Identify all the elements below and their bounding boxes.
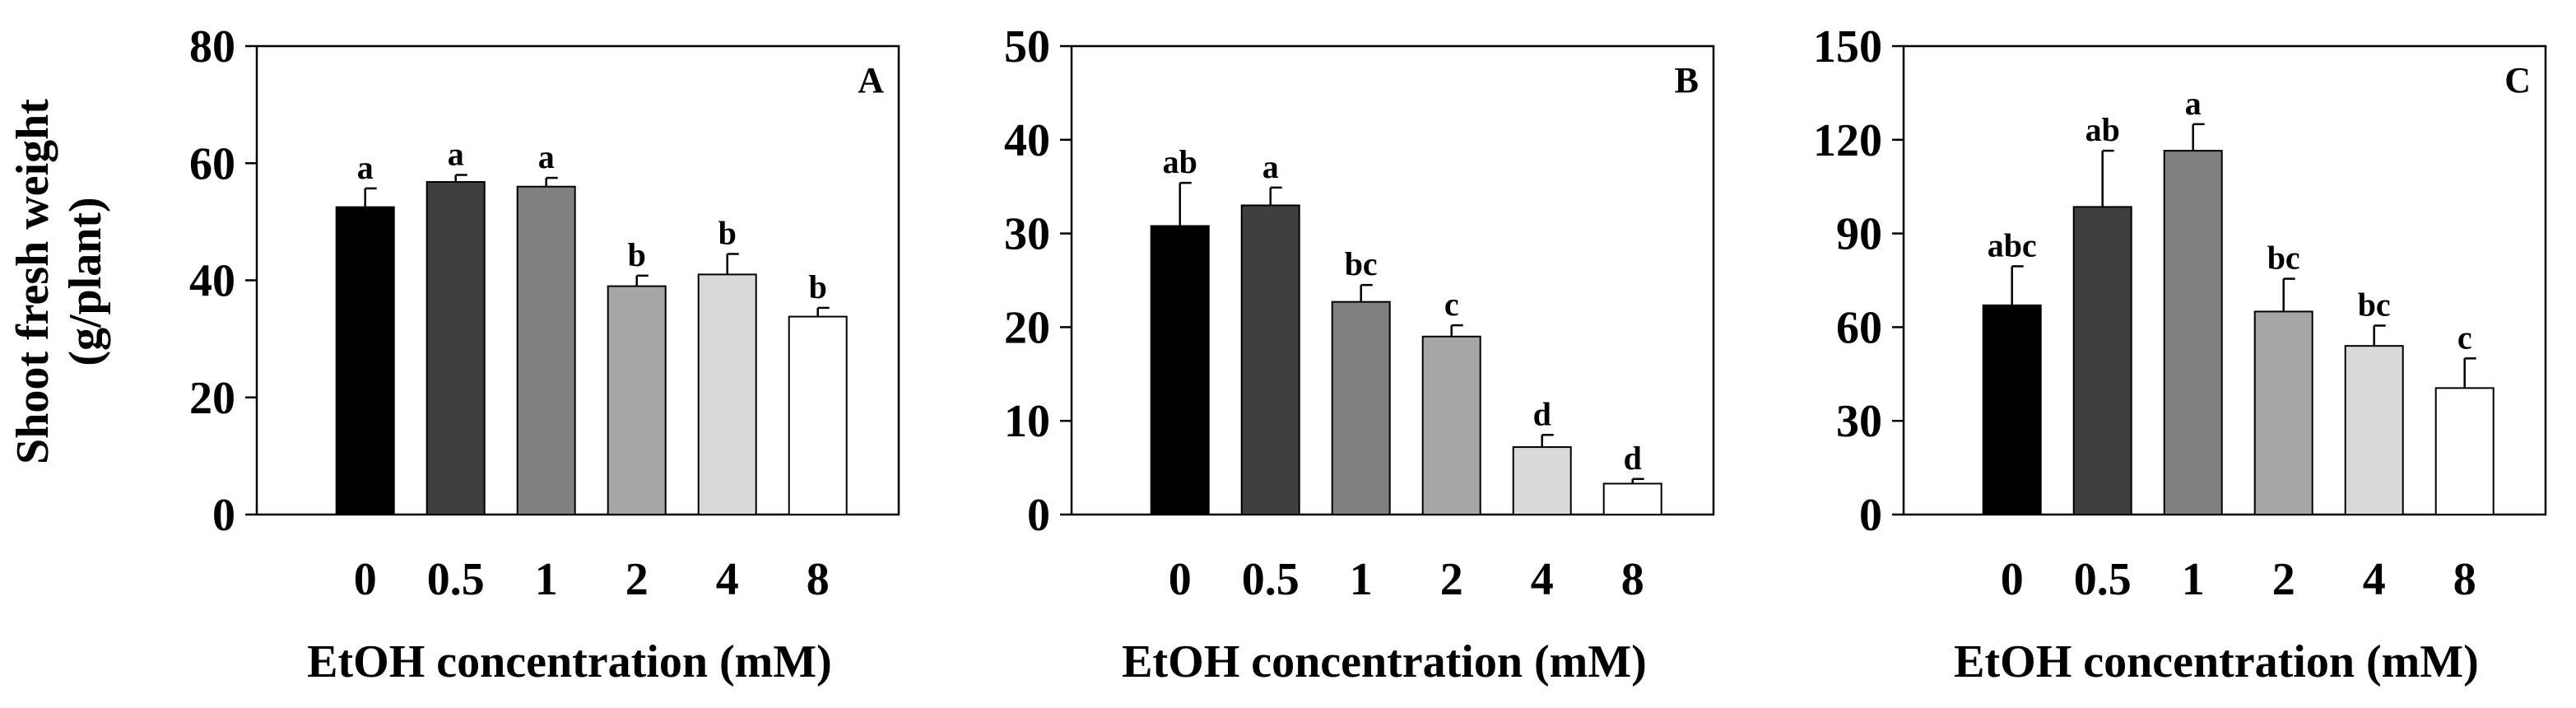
x-tick-label: 0.5 [427, 554, 485, 605]
y-tick-label: 80 [189, 21, 235, 72]
x-tick-label: 2 [1440, 554, 1463, 605]
x-tick-label: 8 [2453, 554, 2476, 605]
y-tick-label: 30 [1004, 209, 1050, 260]
x-tick-label: 4 [2363, 554, 2386, 605]
significance-label: a [1262, 148, 1279, 185]
bar [1512, 446, 1572, 516]
panel-letter: C [2504, 60, 2531, 100]
bar [2072, 206, 2132, 516]
plot-frame [1070, 44, 1715, 516]
bar [607, 285, 667, 515]
bar [2434, 387, 2495, 515]
x-tick-label: 4 [716, 554, 739, 605]
bar [1150, 225, 1210, 515]
significance-label: c [1444, 286, 1459, 323]
bar [1331, 300, 1391, 515]
y-tick-label: 10 [1004, 396, 1050, 447]
y-tick-label: 0 [1859, 490, 1882, 541]
x-tick-label: 8 [807, 554, 830, 605]
y-tick-label: 60 [1836, 302, 1882, 353]
bar [1602, 482, 1662, 515]
significance-label: c [2457, 319, 2472, 356]
y-tick-label: 40 [189, 256, 235, 307]
x-tick-label: 0.5 [2074, 554, 2132, 605]
significance-label: b [628, 236, 646, 273]
x-tick-label: 2 [625, 554, 649, 605]
bar [1421, 335, 1481, 515]
x-tick-label: 0 [2001, 554, 2024, 605]
significance-label: bc [2358, 286, 2391, 324]
significance-label: a [448, 135, 464, 172]
significance-label: b [718, 214, 737, 251]
x-axis-label: EtOH concentration (mM) [307, 636, 832, 687]
significance-label: d [1533, 395, 1551, 432]
y-tick-label: 0 [1027, 490, 1050, 541]
significance-label: ab [2085, 111, 2120, 148]
x-tick-label: 1 [2182, 554, 2205, 605]
y-tick-label: 30 [1836, 396, 1882, 447]
x-axis-label: EtOH concentration (mM) [1954, 636, 2479, 687]
y-tick-label: 90 [1836, 209, 1882, 260]
y-axis-label-line1: Shoot fresh weight [7, 99, 58, 464]
significance-label: bc [2267, 240, 2300, 277]
plot-frame [1902, 44, 2547, 516]
significance-label: a [538, 138, 555, 175]
y-tick-label: 60 [189, 138, 235, 189]
significance-label: a [357, 149, 374, 186]
bar [1982, 304, 2042, 516]
bar [335, 206, 395, 515]
bar [1240, 204, 1300, 516]
x-tick-label: 0 [1169, 554, 1192, 605]
bar [2253, 310, 2313, 515]
y-tick-label: 0 [212, 490, 235, 541]
bar [425, 181, 486, 515]
chart-panel-a: 0 20 40 60 80 Aa 0 a 0.5 a 1 b 2 b 4 b 8 EtOH concentrati… [189, 21, 900, 687]
y-tick-label: 20 [189, 373, 235, 424]
significance-label: bc [1345, 245, 1378, 282]
x-tick-label: 0.5 [1242, 554, 1300, 605]
y-tick-label: 40 [1004, 115, 1050, 166]
panel-letter: B [1675, 60, 1699, 100]
y-axis-label-line2: (g/plant) [60, 197, 111, 366]
bar [2344, 345, 2404, 515]
x-tick-label: 0 [354, 554, 377, 605]
y-tick-label: 20 [1004, 302, 1050, 353]
bar [2163, 150, 2223, 515]
x-tick-label: 8 [1621, 554, 1644, 605]
chart-panel-b: 0 10 20 30 40 50 Bab 0 a 0.5 bc 1 c 2 d 4 d 8 EtOH concent… [1004, 21, 1715, 687]
x-tick-label: 2 [2272, 554, 2295, 605]
x-tick-label: 1 [535, 554, 558, 605]
y-tick-label: 50 [1004, 21, 1050, 72]
significance-label: abc [1988, 226, 2037, 263]
significance-label: a [2185, 85, 2202, 122]
significance-label: ab [1163, 143, 1197, 180]
x-tick-label: 4 [1531, 554, 1554, 605]
significance-label: b [809, 268, 827, 305]
significance-label: d [1624, 440, 1642, 477]
x-axis-label: EtOH concentration (mM) [1122, 636, 1647, 687]
bar [697, 273, 757, 515]
panel-letter: A [858, 60, 884, 100]
x-tick-label: 1 [1350, 554, 1373, 605]
y-tick-label: 150 [1813, 21, 1882, 72]
y-tick-label: 120 [1813, 115, 1882, 166]
bar [788, 315, 848, 515]
bar [516, 185, 576, 515]
